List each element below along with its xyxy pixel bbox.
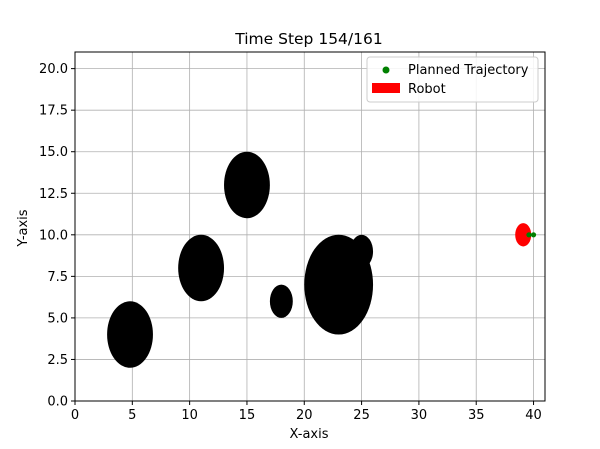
x-tick-label: 10 [181, 408, 198, 423]
trajectory-points [526, 232, 537, 238]
axes-frame [74, 51, 546, 402]
y-tick-label: 20.0 [39, 62, 68, 77]
trajectory-point [530, 232, 537, 238]
x-tick-label: 20 [296, 408, 313, 423]
y-tick-label: 15.0 [39, 145, 68, 160]
legend: Planned Trajectory Robot [366, 56, 539, 103]
x-tick-label: 5 [128, 408, 136, 423]
legend-marker-robot [372, 83, 400, 93]
y-tick-label: 7.5 [47, 270, 68, 285]
x-axis-label: X-axis [290, 427, 329, 442]
trajectory-point [526, 232, 532, 238]
x-axis-ticks: 0 5 10 15 20 25 30 35 40 [71, 401, 542, 423]
x-tick-label: 35 [468, 408, 485, 423]
obstacle [107, 301, 153, 368]
obstacle [224, 151, 270, 219]
robot [515, 223, 532, 247]
x-tick-label: 25 [353, 408, 370, 423]
y-tick-label: 10.0 [39, 228, 68, 243]
obstacle [178, 234, 225, 302]
obstacle [269, 284, 293, 318]
y-tick-label: 0.0 [47, 395, 68, 410]
y-tick-label: 2.5 [47, 353, 68, 368]
chart-title: Time Step 154/161 [234, 30, 382, 48]
legend-label-planned-trajectory: Planned Trajectory [408, 63, 529, 78]
robot-layer [515, 223, 532, 247]
x-tick-label: 15 [239, 408, 256, 423]
y-tick-label: 17.5 [39, 104, 68, 119]
x-tick-label: 0 [71, 408, 79, 423]
y-axis-ticks: 0.0 2.5 5.0 7.5 10.0 12.5 15.0 17.5 20.0 [39, 62, 75, 410]
y-axis-label: Y-axis [16, 209, 31, 247]
x-tick-label: 30 [411, 408, 428, 423]
y-tick-label: 12.5 [39, 187, 68, 202]
obstacles [107, 151, 374, 368]
legend-marker-planned-trajectory [382, 66, 390, 74]
legend-label-robot: Robot [408, 82, 446, 97]
x-tick-label: 40 [525, 408, 542, 423]
obstacle [350, 234, 374, 269]
legend-box [366, 56, 539, 103]
y-tick-label: 5.0 [47, 311, 68, 326]
